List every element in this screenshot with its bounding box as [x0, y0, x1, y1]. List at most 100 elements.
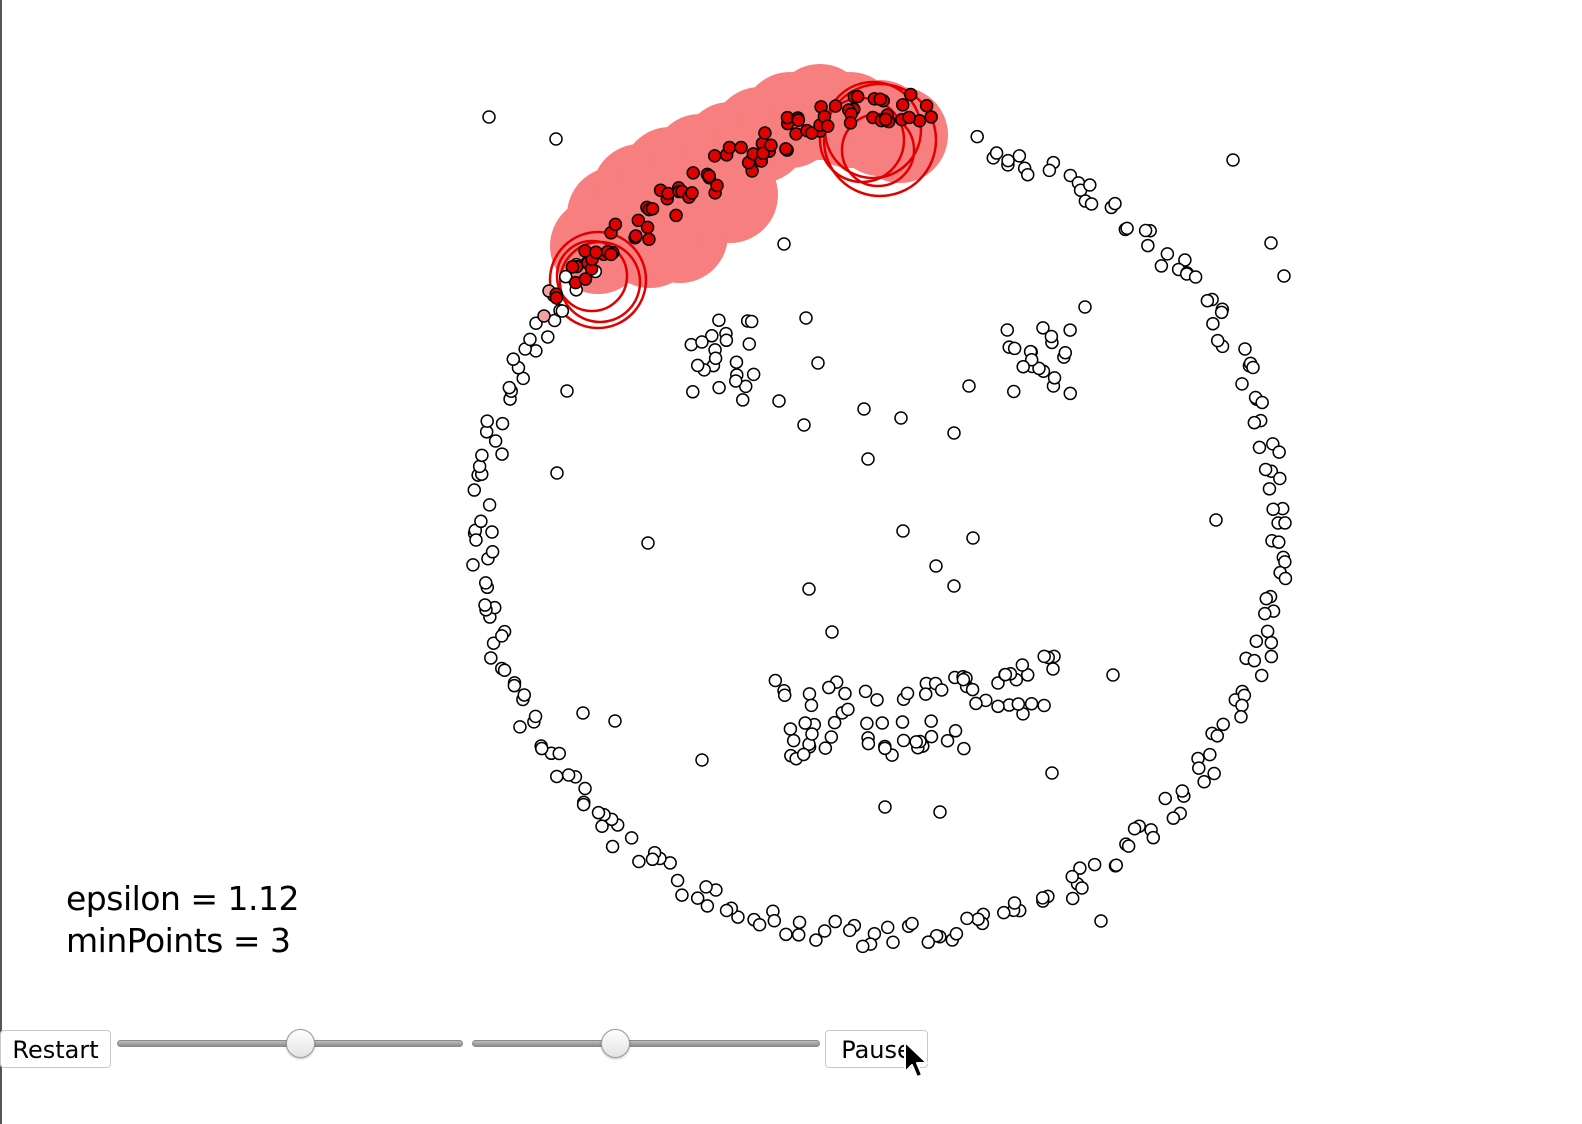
minpoints-slider[interactable]	[472, 1028, 820, 1060]
data-point	[1258, 606, 1272, 621]
clustered-point	[578, 272, 593, 286]
data-point	[560, 384, 574, 398]
clustered-point	[669, 208, 683, 223]
data-point	[482, 498, 497, 512]
data-point	[828, 914, 842, 929]
data-point	[843, 923, 857, 938]
data-point	[744, 314, 759, 329]
data-point	[1264, 635, 1279, 650]
data-point	[478, 598, 492, 612]
data-point	[792, 915, 807, 930]
clustered-point	[642, 232, 656, 247]
data-point	[957, 741, 971, 756]
data-point	[860, 716, 874, 731]
data-point	[934, 683, 949, 697]
data-point	[485, 545, 500, 559]
minpoints-slider-thumb[interactable]	[600, 1029, 630, 1058]
data-point	[896, 524, 910, 538]
data-point	[962, 379, 976, 393]
active-neighborhood-ring	[548, 230, 648, 330]
clustered-point	[685, 186, 699, 200]
clustered-point	[645, 202, 660, 216]
data-point	[561, 768, 576, 782]
data-point	[969, 696, 983, 711]
data-point	[918, 687, 933, 701]
data-point	[1024, 696, 1039, 711]
minpoints-slider-track[interactable]	[472, 1040, 820, 1047]
data-point	[528, 709, 543, 724]
data-point	[1065, 869, 1079, 884]
data-point	[502, 380, 517, 395]
data-point	[1206, 316, 1220, 331]
data-point	[825, 625, 839, 639]
data-point	[517, 688, 532, 702]
data-point	[878, 800, 892, 814]
data-point	[670, 873, 685, 888]
data-point	[475, 448, 489, 463]
data-point	[1083, 178, 1097, 192]
data-point	[1035, 891, 1050, 905]
data-point	[861, 452, 875, 466]
data-point	[1246, 360, 1260, 375]
data-point	[719, 333, 734, 348]
data-point	[786, 733, 801, 748]
data-point	[529, 344, 543, 358]
data-point	[777, 237, 791, 251]
data-point	[645, 852, 660, 867]
data-point	[791, 928, 806, 942]
data-point	[1007, 384, 1021, 399]
data-point	[1011, 697, 1026, 711]
data-points	[466, 87, 1293, 954]
clustered-point	[565, 260, 580, 274]
data-point	[719, 903, 734, 918]
data-point	[705, 329, 719, 343]
data-point	[1277, 269, 1291, 283]
data-point	[1235, 377, 1249, 391]
data-point	[1254, 668, 1269, 683]
data-point	[497, 663, 512, 678]
data-point	[523, 332, 537, 347]
data-point	[550, 466, 564, 480]
data-point	[1188, 270, 1203, 284]
data-point	[811, 356, 825, 370]
restart-button[interactable]: Restart	[0, 1030, 111, 1068]
data-point	[690, 358, 705, 373]
mouse-pointer-icon	[904, 1041, 928, 1078]
data-point	[549, 132, 563, 146]
epsilon-label: epsilon = 1.12	[66, 879, 300, 918]
epsilon-slider[interactable]	[117, 1028, 463, 1060]
data-point	[1084, 197, 1099, 211]
data-point	[991, 699, 1005, 714]
clustered-point	[722, 140, 737, 155]
data-point	[1207, 766, 1221, 781]
data-point	[507, 678, 522, 693]
epsilon-slider-thumb[interactable]	[286, 1029, 316, 1058]
clustered-point	[895, 98, 910, 112]
data-point	[1087, 857, 1102, 872]
data-point	[735, 393, 750, 407]
clustered-point	[707, 149, 722, 163]
clustered-point	[843, 116, 858, 130]
clustered-point	[804, 126, 819, 140]
data-point	[783, 722, 798, 736]
data-point	[857, 402, 871, 416]
clustered-point	[758, 126, 772, 140]
data-point	[699, 880, 713, 894]
data-point	[1127, 822, 1142, 836]
data-point	[841, 702, 855, 717]
data-point	[1046, 662, 1060, 676]
data-point	[1138, 223, 1153, 238]
active-neighborhood-ring	[822, 82, 938, 198]
data-point	[1266, 502, 1280, 516]
data-point	[1264, 649, 1279, 664]
data-point	[675, 888, 689, 902]
data-point	[1047, 371, 1062, 385]
clustered-point	[919, 98, 934, 113]
data-point	[1158, 791, 1172, 806]
data-point	[1264, 236, 1278, 250]
data-point	[482, 110, 496, 124]
data-point	[905, 916, 919, 931]
data-point	[858, 684, 873, 699]
clustered-point	[924, 110, 938, 124]
data-point	[1065, 891, 1080, 906]
